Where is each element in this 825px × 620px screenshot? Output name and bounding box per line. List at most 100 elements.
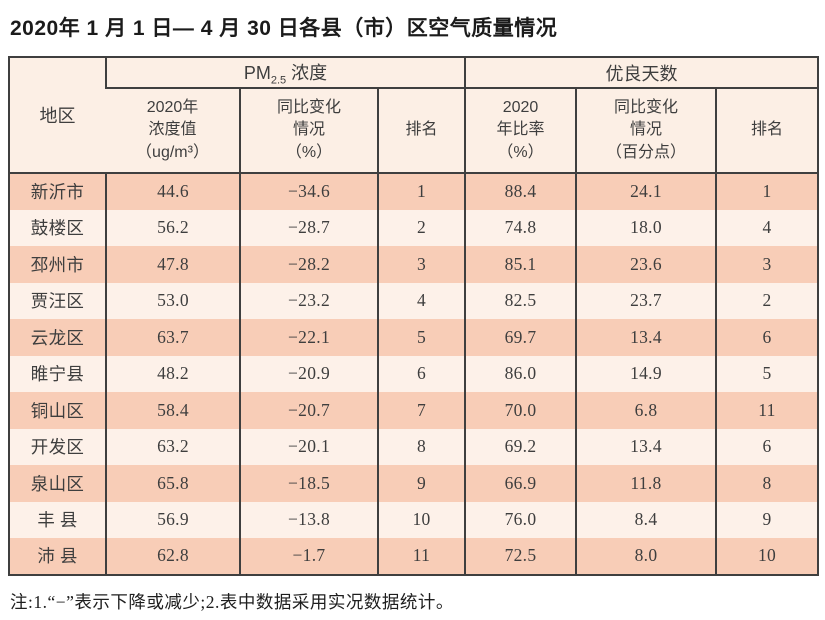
region-cell: 丰 县 [9,501,106,538]
pm-change-cell: −20.7 [239,392,378,429]
column-header-pm-rank: 排名 [377,88,465,174]
good-rank-cell: 8 [714,465,819,502]
good-rank-cell: 2 [714,282,819,319]
pm-value-cell: 58.4 [105,392,240,429]
good-change-cell: 13.4 [575,428,716,465]
column-group-pm25: PM2.5 浓度 [105,57,465,89]
pm-value-cell: 47.8 [105,246,240,283]
pm-change-cell: −18.5 [239,465,378,502]
pm-change-cell: −23.2 [239,282,378,319]
pm-value-cell: 48.2 [105,355,240,392]
pm-change-cell: −28.2 [239,246,378,283]
pm-rank-cell: 9 [377,465,465,502]
pm-value-cell: 62.8 [105,538,240,575]
good-rank-cell: 11 [714,392,819,429]
pm-change-cell: −34.6 [239,173,378,210]
table-row: 新沂市 44.6 −34.6 1 88.4 24.1 1 [9,173,819,210]
air-quality-table: 地区 PM2.5 浓度 优良天数 2020年 浓度值 （ug/m³） 同比变化 … [8,56,820,576]
region-cell: 鼓楼区 [9,209,106,246]
pm25-prefix: PM [243,62,271,83]
pm-rank-cell: 1 [377,173,465,210]
pm-change-cell: −1.7 [239,538,378,575]
good-rank-cell: 6 [714,319,819,356]
pm-value-cell: 44.6 [105,173,240,210]
table-row: 邳州市 47.8 −28.2 3 85.1 23.6 3 [9,246,819,283]
column-header-good-change: 同比变化 情况 （百分点） [575,88,716,174]
good-change-cell: 23.7 [575,282,716,319]
pm-change-cell: −22.1 [239,319,378,356]
table-footnote: 注:1.“−”表示下降或减少;2.表中数据采用实况数据统计。 [10,591,454,612]
region-cell: 贾汪区 [9,282,106,319]
good-rate-cell: 82.5 [464,282,576,319]
table-body: 新沂市 44.6 −34.6 1 88.4 24.1 1 鼓楼区 56.2 −2… [9,173,819,575]
region-cell: 开发区 [9,428,106,465]
good-change-cell: 11.8 [575,465,716,502]
region-cell: 睢宁县 [9,355,106,392]
good-rate-cell: 69.7 [464,319,576,356]
pm-change-cell: −20.1 [239,428,378,465]
good-change-cell: 14.9 [575,355,716,392]
good-change-cell: 13.4 [575,319,716,356]
pm-change-cell: −20.9 [239,355,378,392]
table-row: 云龙区 63.7 −22.1 5 69.7 13.4 6 [9,319,819,356]
good-change-cell: 23.6 [575,246,716,283]
good-rate-cell: 70.0 [464,392,576,429]
pm-rank-cell: 5 [377,319,465,356]
region-cell: 邳州市 [9,246,106,283]
region-cell: 新沂市 [9,173,106,210]
good-rank-cell: 5 [714,355,819,392]
table-row: 鼓楼区 56.2 −28.7 2 74.8 18.0 4 [9,209,819,246]
pm25-subscript: 2.5 [270,74,287,87]
good-change-cell: 8.0 [575,538,716,575]
column-header-good-rank: 排名 [714,88,819,174]
good-rank-cell: 9 [714,501,819,538]
good-rank-cell: 1 [714,173,819,210]
good-rank-cell: 4 [714,209,819,246]
pm-value-cell: 65.8 [105,465,240,502]
good-rank-cell: 3 [714,246,819,283]
pm-rank-cell: 4 [377,282,465,319]
region-cell: 云龙区 [9,319,106,356]
pm-value-cell: 56.9 [105,501,240,538]
pm-value-cell: 53.0 [105,282,240,319]
good-rate-cell: 66.9 [464,465,576,502]
good-change-cell: 18.0 [575,209,716,246]
header-sub-row: 2020年 浓度值 （ug/m³） 同比变化 情况 （%） 排名 2020 年比… [9,88,819,174]
pm-rank-cell: 3 [377,246,465,283]
page-title: 2020年 1 月 1 日— 4 月 30 日各县（市）区空气质量情况 [10,17,558,40]
pm25-suffix: 浓度 [286,62,328,83]
column-header-region: 地区 [9,57,106,174]
good-rank-cell: 6 [714,428,819,465]
table-row: 沛 县 62.8 −1.7 11 72.5 8.0 10 [9,538,819,575]
column-header-good-rate: 2020 年比率 （%） [464,88,576,174]
header-group-row: 地区 PM2.5 浓度 优良天数 [9,57,819,174]
pm-value-cell: 56.2 [105,209,240,246]
region-cell: 泉山区 [9,465,106,502]
good-rate-cell: 76.0 [464,501,576,538]
pm-change-cell: −13.8 [239,501,378,538]
pm-rank-cell: 7 [377,392,465,429]
good-rate-cell: 74.8 [464,209,576,246]
good-rate-cell: 88.4 [464,173,576,210]
table-row: 丰 县 56.9 −13.8 10 76.0 8.4 9 [9,501,819,538]
table-row: 铜山区 58.4 −20.7 7 70.0 6.8 11 [9,392,819,429]
column-group-good-days: 优良天数 [463,57,819,89]
pm-change-cell: −28.7 [239,209,378,246]
table-row: 泉山区 65.8 −18.5 9 66.9 11.8 8 [9,465,819,502]
table-row: 开发区 63.2 −20.1 8 69.2 13.4 6 [9,428,819,465]
good-rate-cell: 72.5 [464,538,576,575]
good-rate-cell: 86.0 [464,355,576,392]
good-rank-cell: 10 [714,538,819,575]
pm-value-cell: 63.7 [105,319,240,356]
pm-rank-cell: 8 [377,428,465,465]
pm-rank-cell: 6 [377,355,465,392]
good-change-cell: 8.4 [575,501,716,538]
region-cell: 铜山区 [9,392,106,429]
column-header-pm-change: 同比变化 情况 （%） [239,88,378,174]
table-row: 睢宁县 48.2 −20.9 6 86.0 14.9 5 [9,355,819,392]
good-change-cell: 6.8 [575,392,716,429]
good-rate-cell: 85.1 [464,246,576,283]
good-change-cell: 24.1 [575,173,716,210]
pm-value-cell: 63.2 [105,428,240,465]
table-row: 贾汪区 53.0 −23.2 4 82.5 23.7 2 [9,282,819,319]
